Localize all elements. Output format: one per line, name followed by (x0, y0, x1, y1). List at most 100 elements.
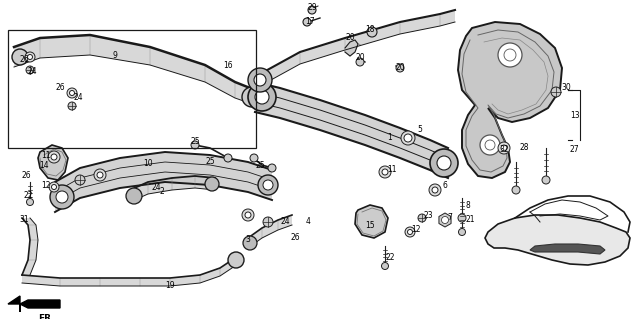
Text: 24: 24 (27, 68, 37, 77)
Text: 13: 13 (570, 110, 580, 120)
Text: 10: 10 (143, 159, 153, 167)
Circle shape (126, 188, 142, 204)
Circle shape (268, 164, 276, 172)
Text: 7: 7 (447, 213, 452, 222)
Text: 12: 12 (41, 181, 51, 189)
Text: 25: 25 (205, 158, 215, 167)
Circle shape (382, 169, 388, 175)
Text: 25: 25 (255, 160, 265, 169)
Circle shape (405, 227, 415, 237)
Circle shape (67, 88, 77, 98)
Circle shape (442, 217, 449, 224)
Text: 20: 20 (345, 33, 355, 42)
Circle shape (26, 198, 33, 205)
Circle shape (263, 180, 273, 190)
Text: 18: 18 (365, 26, 375, 34)
Circle shape (504, 49, 516, 61)
Text: FR.: FR. (38, 314, 54, 319)
Text: 14: 14 (39, 160, 49, 169)
Text: 20: 20 (395, 63, 405, 72)
Circle shape (308, 6, 316, 14)
Polygon shape (22, 218, 38, 275)
Circle shape (28, 55, 33, 60)
Polygon shape (255, 82, 448, 178)
Text: 11: 11 (387, 166, 397, 174)
Text: 4: 4 (305, 218, 310, 226)
Text: 30: 30 (561, 84, 571, 93)
Text: 27: 27 (569, 145, 579, 154)
Circle shape (228, 252, 244, 268)
Circle shape (12, 49, 28, 65)
Circle shape (49, 182, 59, 192)
Circle shape (408, 229, 413, 234)
Text: 32: 32 (499, 145, 509, 154)
Text: 22: 22 (385, 254, 395, 263)
Circle shape (396, 64, 404, 72)
Circle shape (404, 134, 412, 142)
Circle shape (430, 149, 458, 177)
Polygon shape (345, 40, 358, 56)
Circle shape (501, 145, 507, 151)
Circle shape (418, 214, 426, 222)
Polygon shape (20, 300, 60, 308)
Text: 3: 3 (246, 235, 250, 244)
Text: 25: 25 (190, 137, 200, 146)
Text: 1: 1 (388, 133, 392, 143)
Polygon shape (530, 244, 605, 254)
Circle shape (401, 131, 415, 145)
Polygon shape (38, 145, 68, 180)
Circle shape (68, 102, 76, 110)
Circle shape (542, 176, 550, 184)
Circle shape (205, 177, 219, 191)
Text: 17: 17 (305, 18, 315, 26)
Circle shape (263, 217, 273, 227)
Circle shape (254, 74, 266, 86)
Polygon shape (248, 215, 292, 248)
Text: 26: 26 (290, 234, 300, 242)
Circle shape (26, 66, 34, 74)
Circle shape (255, 90, 269, 104)
Circle shape (258, 175, 278, 195)
Text: 26: 26 (19, 56, 29, 64)
Circle shape (51, 184, 56, 189)
Text: 5: 5 (417, 125, 422, 135)
Text: 11: 11 (41, 151, 51, 160)
Circle shape (250, 154, 258, 162)
Circle shape (498, 142, 510, 154)
Circle shape (303, 18, 311, 26)
Circle shape (224, 154, 232, 162)
Circle shape (248, 68, 272, 92)
Circle shape (97, 172, 103, 178)
Circle shape (191, 141, 199, 149)
Polygon shape (439, 213, 451, 227)
Polygon shape (485, 215, 630, 265)
Polygon shape (8, 296, 20, 312)
Circle shape (367, 27, 377, 37)
Polygon shape (458, 22, 562, 178)
Circle shape (94, 169, 106, 181)
Text: 24: 24 (73, 93, 83, 101)
Bar (8, 30, 256, 148)
Text: 8: 8 (466, 201, 470, 210)
Text: 16: 16 (223, 61, 233, 70)
Text: 19: 19 (165, 281, 175, 291)
Text: 24: 24 (280, 218, 290, 226)
Circle shape (379, 166, 391, 178)
Circle shape (75, 175, 85, 185)
Circle shape (381, 263, 388, 270)
Polygon shape (130, 176, 215, 202)
Circle shape (356, 58, 364, 66)
Circle shape (432, 187, 438, 193)
Text: 28: 28 (519, 144, 529, 152)
Circle shape (242, 87, 262, 107)
Polygon shape (355, 205, 388, 238)
Circle shape (429, 184, 441, 196)
Circle shape (242, 209, 254, 221)
Text: 26: 26 (55, 83, 65, 92)
Text: 31: 31 (19, 216, 29, 225)
Circle shape (485, 140, 495, 150)
Polygon shape (55, 152, 272, 212)
Text: 21: 21 (465, 216, 475, 225)
Circle shape (458, 228, 465, 235)
Circle shape (245, 212, 251, 218)
